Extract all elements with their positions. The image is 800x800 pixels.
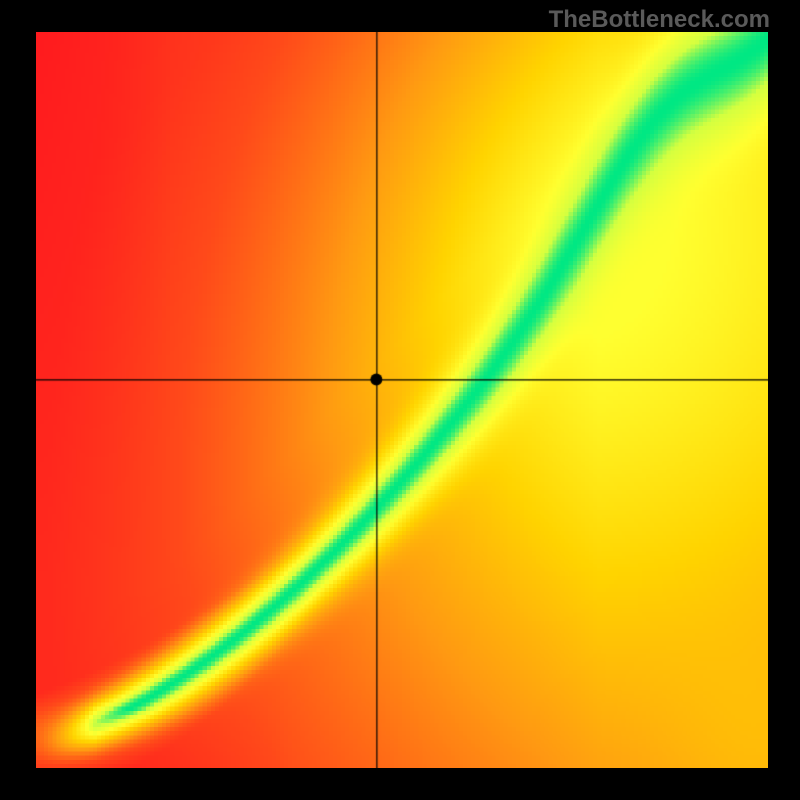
bottleneck-heatmap [36,32,768,768]
chart-container: TheBottleneck.com [0,0,800,800]
watermark-text: TheBottleneck.com [549,6,770,34]
